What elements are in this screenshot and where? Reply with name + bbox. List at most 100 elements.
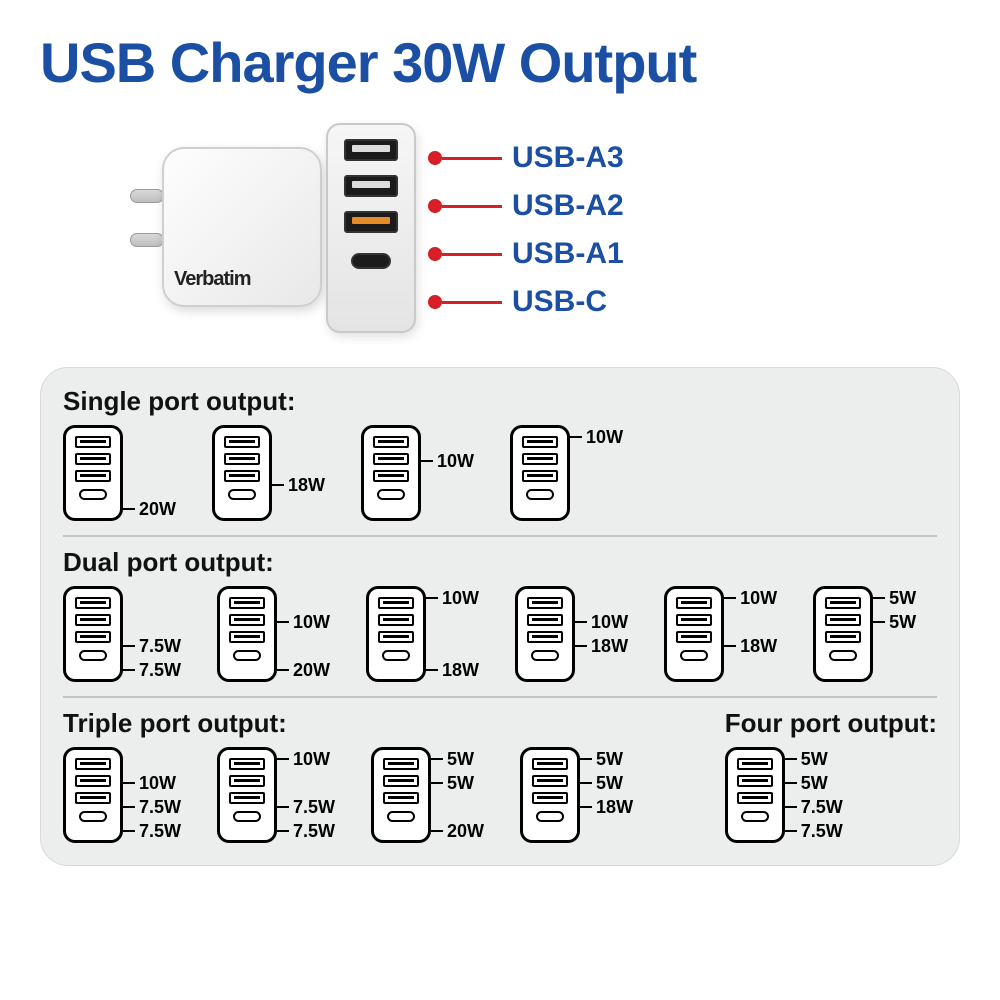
wattage-text: 5W [801, 773, 828, 794]
plug-pin [130, 189, 164, 203]
wattage-label: 5W [578, 774, 633, 792]
mini-port-a-icon [378, 631, 414, 643]
mini-charger-icon [510, 425, 570, 521]
mini-port-a-icon [229, 792, 265, 804]
wattage-text: 10W [293, 612, 330, 633]
tick-icon [783, 758, 797, 761]
tick-icon [578, 758, 592, 761]
tick-icon [121, 830, 135, 833]
mini-port-a-icon [527, 614, 563, 626]
combo: 0W0W18W0W [212, 425, 325, 521]
tick-icon [573, 645, 587, 648]
tick-icon [424, 645, 438, 648]
wattage-label: 0W [121, 589, 181, 607]
wattage-label: 0W [429, 798, 484, 816]
mini-port-a-icon [75, 631, 111, 643]
wattage-label: 0W [121, 452, 176, 470]
wattage-text: 7.5W [293, 797, 335, 818]
wattage-text: 5W [596, 749, 623, 770]
wattage-label: 5W [429, 774, 484, 792]
wattage-label: 18W [722, 637, 777, 655]
wattage-label: 0W [573, 589, 628, 607]
combo: 0W10W0W0W [361, 425, 474, 521]
combo: 5W5W7.5W7.5W [725, 747, 843, 843]
mini-port-a-icon [75, 775, 111, 787]
combo: 10W0W0W0W [510, 425, 623, 521]
tick-icon [270, 460, 284, 463]
mini-charger-icon [520, 747, 580, 843]
wattage-label: 18W [270, 476, 325, 494]
wattage-label: 0W [275, 774, 335, 792]
mini-port-c-icon [680, 650, 708, 661]
mini-charger-icon [212, 425, 272, 521]
tick-icon [121, 621, 135, 624]
wattage-label: 0W [424, 637, 479, 655]
wattage-annotations: 0W10W0W20W [275, 586, 330, 682]
tick-icon [121, 484, 135, 487]
wattage-annotations: 10W0W0W18W [424, 586, 479, 682]
tick-icon [424, 669, 438, 672]
wattage-text: 5W [447, 773, 474, 794]
combo: 0W10W0W20W [217, 586, 330, 682]
wattage-text: 18W [442, 660, 479, 681]
wattage-text: 7.5W [139, 660, 181, 681]
combo: 10W0W18W0W [664, 586, 777, 682]
mini-port-c-icon [377, 489, 405, 500]
tick-icon [783, 782, 797, 785]
wattage-label: 7.5W [121, 822, 181, 840]
wattage-label: 5W [429, 750, 484, 768]
combo: 5W5W0W20W [371, 747, 484, 843]
port-usb-a3 [344, 139, 398, 161]
mini-charger-icon [371, 747, 431, 843]
tick-icon [722, 669, 736, 672]
mini-port-c-icon [829, 650, 857, 661]
wattage-text: 10W [139, 773, 176, 794]
mini-port-a-icon [825, 614, 861, 626]
mini-charger-icon [217, 747, 277, 843]
wattage-label: 0W [270, 452, 325, 470]
section-dual: Dual port output: 0W0W7.5W7.5W0W10W0W20W… [63, 535, 937, 682]
mini-port-a-icon [737, 792, 773, 804]
wattage-label: 0W [419, 500, 474, 518]
wattage-label: 0W [121, 476, 176, 494]
mini-port-c-icon [79, 650, 107, 661]
tick-icon [121, 460, 135, 463]
mini-port-a-icon [825, 631, 861, 643]
tick-icon [419, 460, 433, 463]
tick-icon [573, 597, 587, 600]
mini-port-c-icon [79, 489, 107, 500]
wattage-label: 10W [275, 750, 335, 768]
wattage-label: 20W [275, 661, 330, 679]
wattage-annotations: 0W10W0W0W [419, 425, 474, 521]
wattage-label: 5W [871, 589, 916, 607]
subgroup-triple: Triple port output: 0W10W7.5W7.5W10W0W7.… [63, 708, 633, 843]
callout-dot-icon [428, 295, 442, 309]
mini-charger-icon [515, 586, 575, 682]
tick-icon [275, 830, 289, 833]
wattage-annotations: 0W10W18W0W [573, 586, 628, 682]
mini-port-a-icon [378, 614, 414, 626]
wattage-label: 18W [424, 661, 479, 679]
mini-port-c-icon [531, 650, 559, 661]
mini-port-a-icon [75, 436, 111, 448]
wattage-label: 5W [783, 750, 843, 768]
wattage-annotations: 0W10W7.5W7.5W [121, 747, 181, 843]
mini-port-a-icon [373, 436, 409, 448]
wattage-label: 10W [722, 589, 777, 607]
tick-icon [568, 460, 582, 463]
plug-pin [130, 233, 164, 247]
mini-port-a-icon [825, 597, 861, 609]
wattage-text: 7.5W [139, 636, 181, 657]
tick-icon [121, 669, 135, 672]
wattage-label: 18W [578, 798, 633, 816]
tick-icon [121, 782, 135, 785]
wattage-text: 5W [596, 773, 623, 794]
mini-port-a-icon [229, 631, 265, 643]
wattage-label: 20W [121, 500, 176, 518]
wattage-label: 0W [871, 661, 916, 679]
mini-charger-icon [63, 425, 123, 521]
tick-icon [275, 669, 289, 672]
callout-label: USB-A1 [512, 237, 624, 271]
tick-icon [121, 758, 135, 761]
tick-icon [578, 782, 592, 785]
